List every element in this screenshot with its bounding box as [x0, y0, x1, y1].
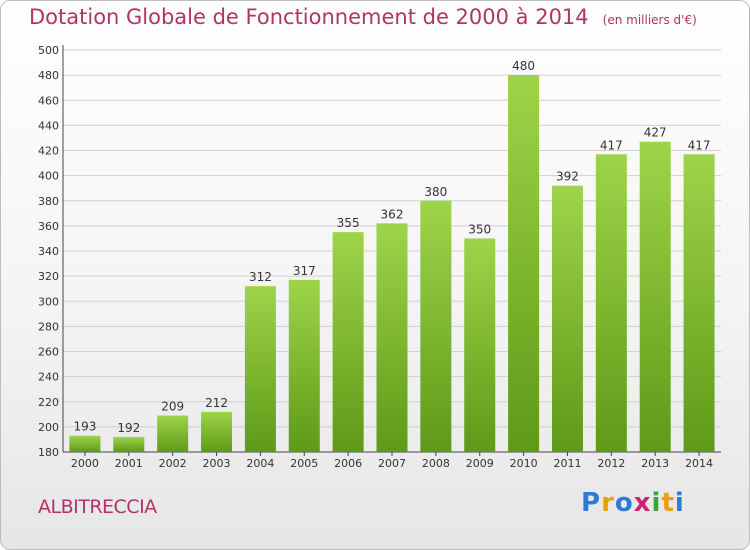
logo-letter: i [651, 488, 662, 518]
x-tick-label: 2007 [378, 457, 406, 470]
bar [201, 411, 233, 452]
y-tick-label: 340 [38, 245, 59, 258]
y-tick-label: 380 [38, 195, 59, 208]
bar [508, 75, 540, 452]
data-label: 209 [161, 400, 184, 414]
x-tick-label: 2009 [466, 457, 494, 470]
x-tick-label: 2010 [510, 457, 538, 470]
bar [464, 238, 496, 452]
x-tick-label: 2002 [159, 457, 187, 470]
bar [595, 154, 627, 453]
data-label: 380 [424, 185, 447, 199]
data-label: 362 [381, 207, 404, 221]
chart-title: Dotation Globale de Fonctionnement de 20… [29, 5, 697, 29]
y-tick-label: 280 [38, 320, 59, 333]
x-tick-label: 2000 [71, 457, 99, 470]
y-tick-label: 240 [38, 371, 59, 384]
bar [244, 286, 276, 452]
y-tick-label: 200 [38, 421, 59, 434]
y-tick-label: 360 [38, 220, 59, 233]
bar [420, 200, 452, 452]
data-label: 317 [293, 264, 316, 278]
data-label: 312 [249, 270, 272, 284]
y-tick-label: 460 [38, 94, 59, 107]
proxiti-logo: Proxiti [581, 488, 685, 518]
bar [683, 154, 715, 453]
y-tick-label: 300 [38, 295, 59, 308]
data-label: 350 [468, 222, 491, 236]
x-tick-label: 2008 [422, 457, 450, 470]
data-label: 480 [512, 59, 535, 73]
x-tick-label: 2014 [685, 457, 713, 470]
y-tick-label: 440 [38, 119, 59, 132]
y-tick-label: 180 [38, 446, 59, 459]
y-tick-label: 220 [38, 396, 59, 409]
x-tick-label: 2001 [115, 457, 143, 470]
logo-letter: o [614, 488, 634, 518]
data-label: 355 [337, 216, 360, 230]
y-tick-label: 480 [38, 69, 59, 82]
data-label: 427 [644, 126, 667, 140]
bar [113, 436, 145, 452]
commune-name: ALBITRECCIA [38, 496, 157, 518]
data-label: 392 [556, 170, 579, 184]
y-tick-label: 320 [38, 270, 59, 283]
x-tick-label: 2004 [246, 457, 274, 470]
bar [288, 279, 320, 452]
title-text: Dotation Globale de Fonctionnement de 20… [29, 5, 589, 29]
data-label: 212 [205, 396, 228, 410]
y-tick-label: 500 [38, 44, 59, 57]
bar [639, 141, 671, 453]
data-label: 193 [73, 420, 96, 434]
bar [69, 435, 101, 452]
bar [551, 185, 583, 453]
x-tick-label: 2003 [203, 457, 231, 470]
bar [376, 223, 408, 452]
bar [332, 232, 364, 452]
logo-letter: P [581, 488, 602, 518]
x-tick-label: 2011 [553, 457, 581, 470]
logo-letter: i [674, 488, 685, 518]
y-tick-label: 400 [38, 170, 59, 183]
bar [157, 415, 189, 452]
y-tick-label: 260 [38, 346, 59, 359]
unit-label: (en milliers d'€) [602, 13, 697, 27]
x-tick-label: 2012 [597, 457, 625, 470]
logo-letter: t [661, 488, 675, 518]
logo-letter: x [633, 488, 652, 518]
logo-letter: r [601, 488, 615, 518]
x-tick-label: 2006 [334, 457, 362, 470]
data-label: 192 [117, 421, 140, 435]
x-tick-label: 2013 [641, 457, 669, 470]
x-tick-label: 2005 [290, 457, 318, 470]
data-label: 417 [600, 138, 623, 152]
y-tick-label: 420 [38, 145, 59, 158]
data-label: 417 [688, 138, 711, 152]
